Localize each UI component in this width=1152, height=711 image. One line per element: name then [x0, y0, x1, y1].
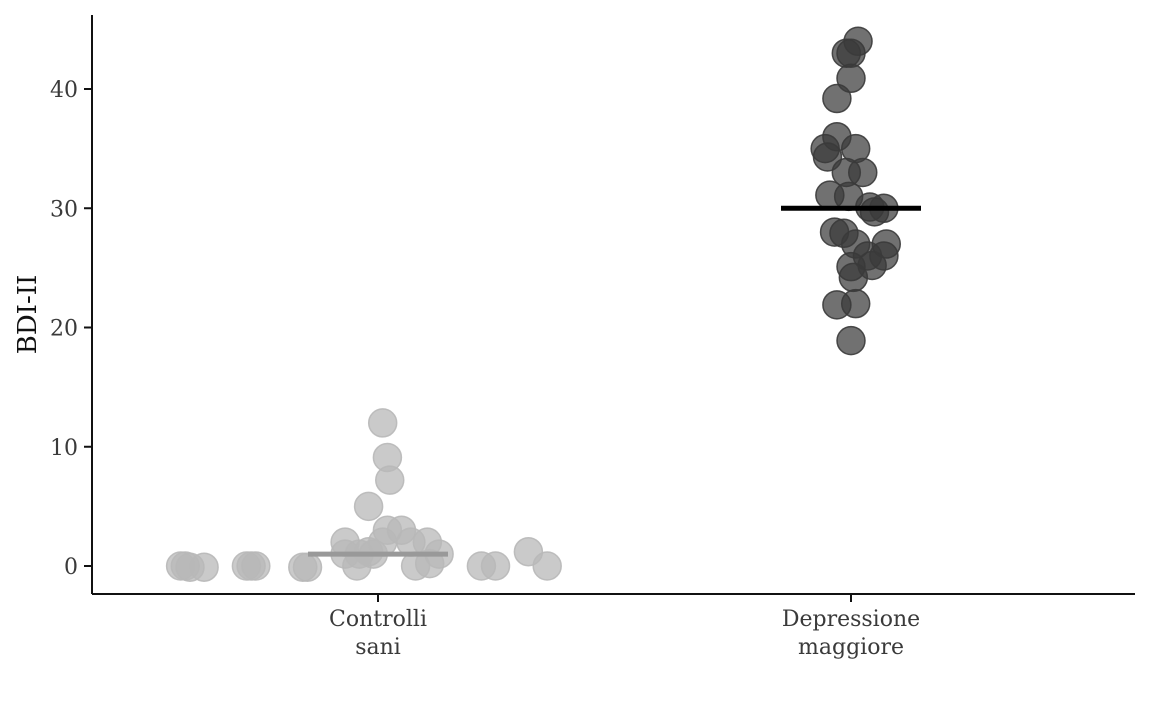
y-tick-label: 20	[50, 317, 78, 342]
points-layer	[165, 26, 901, 582]
axes-layer	[91, 15, 1135, 595]
data-point	[836, 38, 866, 68]
data-point	[367, 408, 398, 438]
y-tick-label: 0	[64, 555, 78, 580]
data-point	[836, 63, 866, 94]
data-point	[241, 551, 271, 581]
x-ticks: Controlli sani Depressione maggiore	[329, 594, 920, 660]
x-tick-label: Depressione	[782, 607, 920, 632]
data-point	[480, 551, 511, 581]
data-point	[532, 551, 562, 581]
y-ticks: 0 10 20 30 40	[50, 78, 92, 580]
data-point	[822, 290, 852, 320]
data-point	[375, 465, 405, 495]
x-tick-label: sani	[355, 635, 401, 660]
y-tick-label: 10	[50, 436, 78, 461]
y-axis-title: BDI-II	[13, 275, 43, 355]
y-tick-label: 40	[50, 78, 78, 103]
x-tick-label: maggiore	[798, 635, 904, 660]
data-point	[859, 197, 890, 227]
data-point	[836, 325, 866, 356]
median-layer	[308, 205, 921, 557]
data-point	[189, 552, 219, 582]
data-point	[838, 262, 869, 293]
x-tick-label: Controlli	[329, 607, 427, 632]
y-tick-label: 30	[50, 197, 78, 222]
data-point	[353, 491, 384, 522]
data-point	[292, 552, 323, 582]
data-point	[822, 83, 852, 114]
